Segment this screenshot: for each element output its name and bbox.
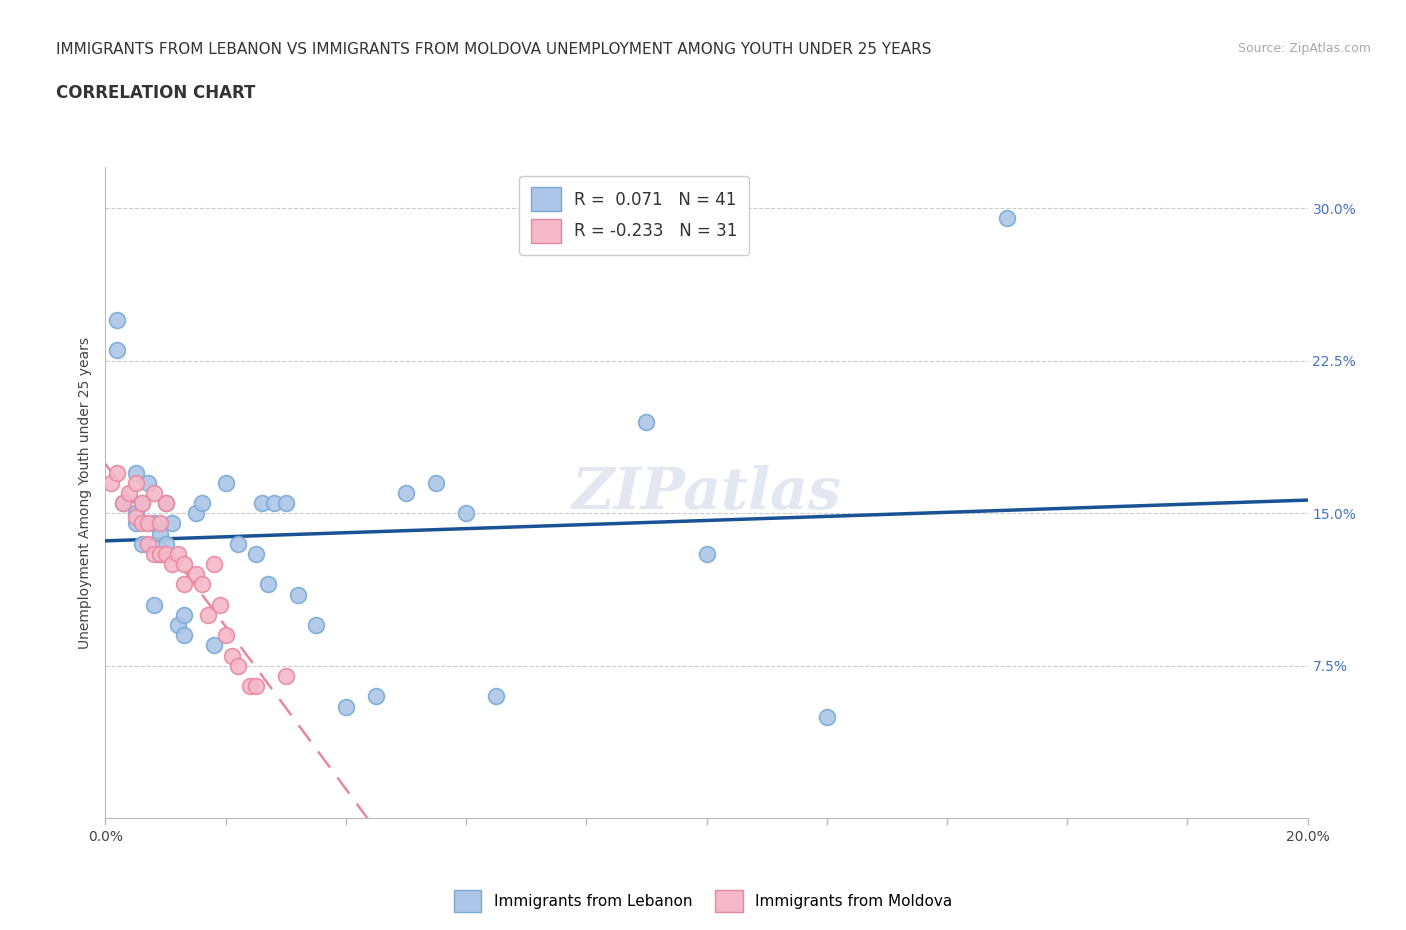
Point bbox=[166, 618, 188, 632]
Point bbox=[155, 547, 177, 562]
Point bbox=[142, 547, 165, 562]
Point bbox=[155, 496, 177, 511]
Point bbox=[184, 506, 207, 521]
Point bbox=[148, 516, 170, 531]
Point bbox=[208, 597, 231, 612]
Point bbox=[425, 475, 447, 490]
Point bbox=[226, 537, 249, 551]
Point bbox=[245, 679, 267, 694]
Point bbox=[636, 414, 658, 429]
Point bbox=[263, 496, 285, 511]
Point bbox=[815, 710, 838, 724]
Point bbox=[287, 587, 309, 602]
Point bbox=[142, 485, 165, 500]
Point bbox=[335, 699, 357, 714]
Point bbox=[107, 465, 129, 480]
Legend: R =  0.071   N = 41, R = -0.233   N = 31: R = 0.071 N = 41, R = -0.233 N = 31 bbox=[519, 176, 749, 255]
Text: Source: ZipAtlas.com: Source: ZipAtlas.com bbox=[1237, 42, 1371, 55]
Point bbox=[118, 485, 141, 500]
Point bbox=[142, 597, 165, 612]
Point bbox=[107, 343, 129, 358]
Point bbox=[148, 547, 170, 562]
Point bbox=[226, 658, 249, 673]
Point bbox=[124, 506, 146, 521]
Point bbox=[124, 475, 146, 490]
Point bbox=[142, 516, 165, 531]
Point bbox=[112, 496, 135, 511]
Point bbox=[995, 211, 1018, 226]
Point bbox=[173, 577, 195, 591]
Point bbox=[395, 485, 418, 500]
Point bbox=[239, 679, 262, 694]
Text: ZIPatlas: ZIPatlas bbox=[572, 465, 841, 521]
Point bbox=[100, 475, 122, 490]
Point bbox=[131, 496, 153, 511]
Point bbox=[184, 567, 207, 582]
Point bbox=[256, 577, 278, 591]
Point bbox=[131, 516, 153, 531]
Point bbox=[173, 628, 195, 643]
Point bbox=[107, 312, 129, 327]
Point bbox=[148, 547, 170, 562]
Point bbox=[124, 465, 146, 480]
Point bbox=[197, 607, 219, 622]
Point bbox=[112, 496, 135, 511]
Point bbox=[305, 618, 328, 632]
Point bbox=[155, 537, 177, 551]
Point bbox=[124, 510, 146, 525]
Text: IMMIGRANTS FROM LEBANON VS IMMIGRANTS FROM MOLDOVA UNEMPLOYMENT AMONG YOUTH UNDE: IMMIGRANTS FROM LEBANON VS IMMIGRANTS FR… bbox=[56, 42, 932, 57]
Point bbox=[131, 496, 153, 511]
Point bbox=[136, 475, 159, 490]
Point bbox=[250, 496, 273, 511]
Point bbox=[173, 557, 195, 572]
Point bbox=[214, 475, 236, 490]
Point bbox=[485, 689, 508, 704]
Point bbox=[364, 689, 387, 704]
Point bbox=[214, 628, 236, 643]
Point bbox=[221, 648, 243, 663]
Point bbox=[166, 547, 188, 562]
Point bbox=[245, 547, 267, 562]
Y-axis label: Unemployment Among Youth under 25 years: Unemployment Among Youth under 25 years bbox=[79, 337, 93, 649]
Point bbox=[274, 496, 297, 511]
Point bbox=[160, 516, 183, 531]
Text: CORRELATION CHART: CORRELATION CHART bbox=[56, 84, 256, 101]
Point bbox=[190, 577, 212, 591]
Point bbox=[124, 516, 146, 531]
Point bbox=[155, 496, 177, 511]
Point bbox=[136, 537, 159, 551]
Point bbox=[131, 537, 153, 551]
Point bbox=[173, 607, 195, 622]
Point bbox=[202, 638, 225, 653]
Point bbox=[454, 506, 477, 521]
Point bbox=[202, 557, 225, 572]
Point bbox=[148, 526, 170, 541]
Point bbox=[696, 547, 718, 562]
Point bbox=[190, 496, 212, 511]
Point bbox=[274, 669, 297, 684]
Point bbox=[160, 557, 183, 572]
Legend: Immigrants from Lebanon, Immigrants from Moldova: Immigrants from Lebanon, Immigrants from… bbox=[449, 884, 957, 918]
Point bbox=[136, 516, 159, 531]
